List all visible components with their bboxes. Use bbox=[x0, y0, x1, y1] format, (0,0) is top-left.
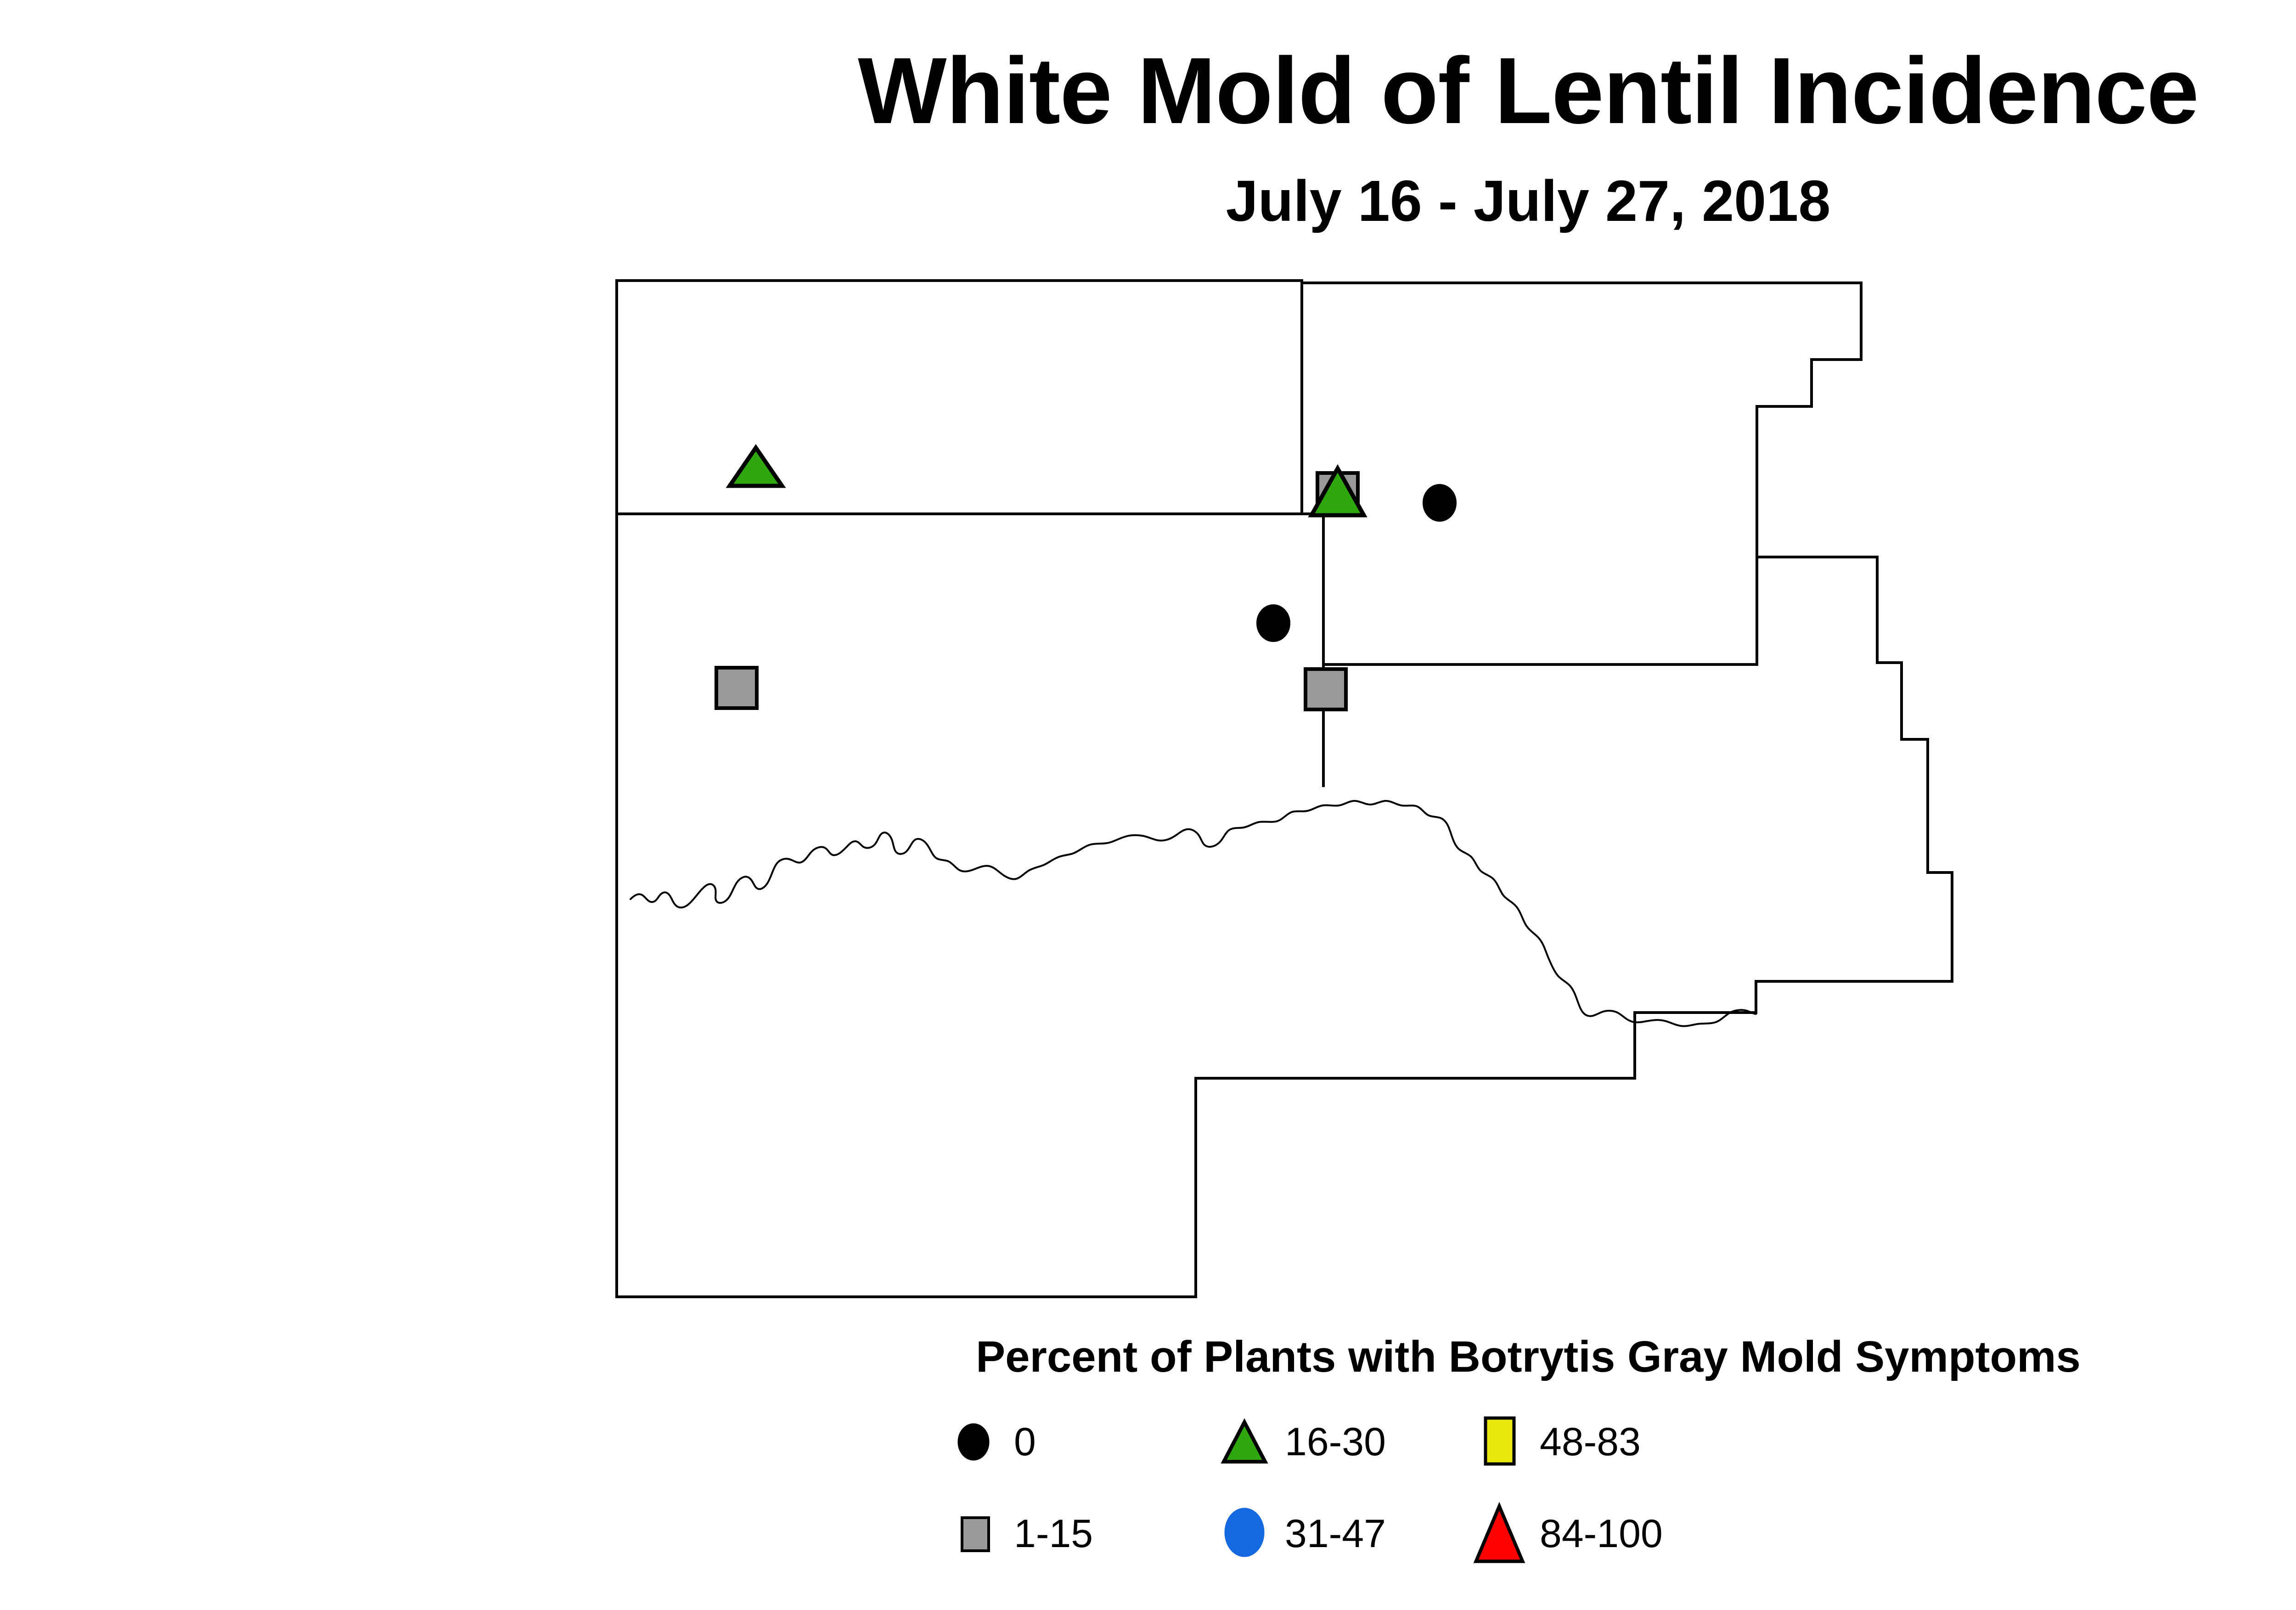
legend-triangle-green-icon bbox=[1217, 1417, 1272, 1467]
legend-circle-black-icon bbox=[946, 1417, 1001, 1467]
page-title: White Mold of Lentil Incidence bbox=[858, 38, 2199, 143]
map-marker-circle-black-ne[interactable] bbox=[1423, 484, 1457, 522]
legend-title: Percent of Plants with Botrytis Gray Mol… bbox=[976, 1332, 2081, 1381]
legend-entry-48-83[interactable]: 48-83 bbox=[1472, 1414, 1641, 1469]
legend-row-top: 0 16-30 48-83 bbox=[946, 1414, 1818, 1506]
legend-label-31-47: 31-47 bbox=[1285, 1511, 1386, 1556]
legend-row-bottom: 1-15 31-47 84-100 bbox=[946, 1502, 1818, 1598]
river-line bbox=[630, 800, 1757, 1027]
legend-label-48-83: 48-83 bbox=[1540, 1419, 1641, 1464]
legend-square-gray-icon bbox=[946, 1509, 1001, 1559]
map-marker-triangle-green-nw[interactable] bbox=[726, 444, 786, 488]
legend-label-0: 0 bbox=[1014, 1419, 1036, 1464]
legend-label-16-30: 16-30 bbox=[1285, 1419, 1386, 1464]
legend-entry-84-100[interactable]: 84-100 bbox=[1472, 1502, 1663, 1563]
internal-boundary-ne-step bbox=[1300, 512, 1758, 666]
legend-entry-31-47[interactable]: 31-47 bbox=[1217, 1506, 1386, 1561]
legend-entry-0[interactable]: 0 bbox=[946, 1414, 1036, 1469]
legend-triangle-red-icon bbox=[1472, 1499, 1527, 1568]
legend-label-1-15: 1-15 bbox=[1014, 1511, 1093, 1556]
legend-entry-16-30[interactable]: 16-30 bbox=[1217, 1414, 1386, 1469]
map-marker-triangle-green-cluster[interactable] bbox=[1308, 464, 1367, 518]
legend-circle-blue-icon bbox=[1217, 1504, 1272, 1564]
map-marker-square-gray-central[interactable] bbox=[1304, 667, 1348, 711]
legend-entry-1-15[interactable]: 1-15 bbox=[946, 1506, 1093, 1561]
legend-square-yellow-icon bbox=[1472, 1414, 1527, 1469]
legend: 0 16-30 48-83 bbox=[946, 1414, 1818, 1598]
map-marker-square-gray-west[interactable] bbox=[715, 666, 759, 710]
page-subtitle: July 16 - July 27, 2018 bbox=[1226, 169, 1831, 233]
map-marker-circle-black-central[interactable] bbox=[1256, 604, 1290, 642]
map-river-boundary bbox=[630, 800, 1757, 1027]
legend-label-84-100: 84-100 bbox=[1540, 1511, 1663, 1556]
outer-boundary bbox=[615, 279, 1953, 1298]
map-boundaries bbox=[615, 279, 1953, 1298]
map-markers bbox=[715, 444, 1457, 711]
